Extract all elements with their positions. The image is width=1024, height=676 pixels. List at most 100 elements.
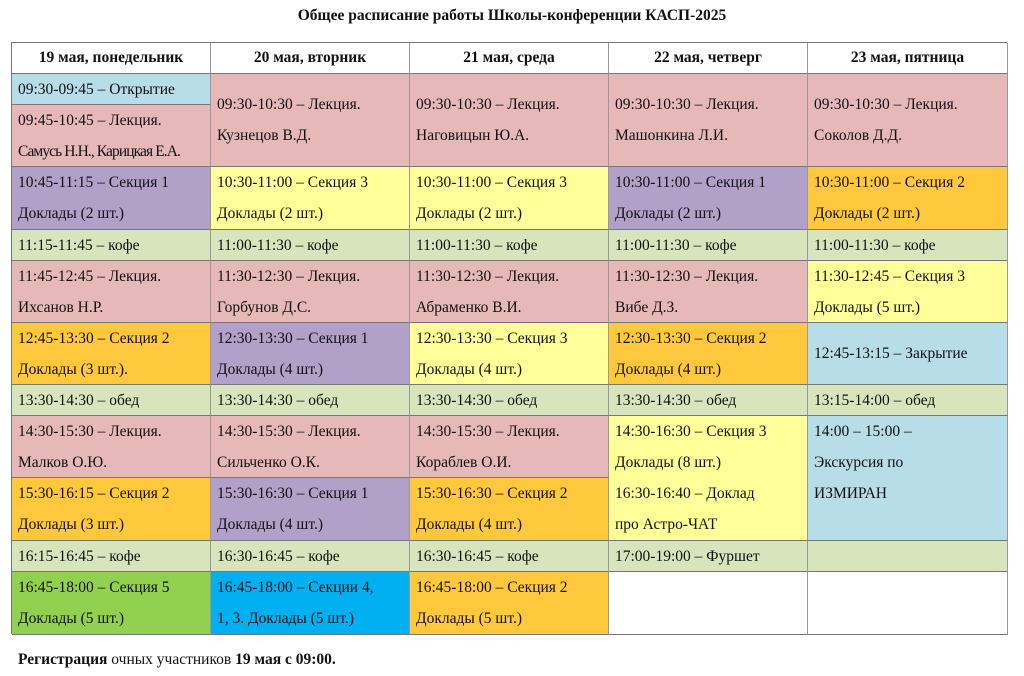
cell-line: про Астро-ЧАТ xyxy=(615,516,718,533)
cell-line: 10:30-11:00 – Секция 3 xyxy=(416,174,567,191)
schedule-cell-lecture: 11:30-12:30 – Лекция. Вибе Д.З. xyxy=(609,261,808,323)
schedule-cell-lecture: 11:30-12:30 – Лекция. Горбунов Д.С. xyxy=(211,261,410,323)
day-header: 19 мая, понедельник xyxy=(12,43,211,74)
cell-line: Доклады (2 шт.) xyxy=(18,205,125,222)
schedule-cell-break: 17:00-19:00 – Фуршет xyxy=(609,541,808,572)
schedule-cell-section1: 15:30-16:30 – Секция 1 Доклады (4 шт.) xyxy=(211,478,410,541)
cell-line: 14:30-15:30 – Лекция. xyxy=(416,422,560,440)
schedule-cell-break: 16:30-16:45 – кофе xyxy=(211,541,410,572)
day-header: 21 мая, среда xyxy=(410,43,609,74)
page-title: Общее расписание работы Школы-конференци… xyxy=(297,7,727,24)
schedule-cell-opening: 09:30-09:45 – Открытие xyxy=(12,74,211,105)
cell-line: Доклады (5 шт.) xyxy=(416,610,523,627)
schedule-cell-section2: 12:45-13:30 – Секция 2 Доклады (3 шт.). xyxy=(12,323,211,385)
cell-line: Доклады (2 шт.) xyxy=(416,205,523,222)
cell-line: 10:30-11:00 – Секция 1 xyxy=(615,174,766,191)
cell-line: 10:30-11:00 – Секция 2 xyxy=(814,174,965,191)
cell-line: 11:00-11:30 – кофе xyxy=(615,236,737,254)
schedule-cell-section2: 15:30-16:15 – Секция 2 Доклады (3 шт.) xyxy=(12,478,211,541)
cell-line: Доклады (5 шт.) xyxy=(18,610,125,627)
schedule-cell-lecture: 09:30-10:30 – Лекция. Соколов Д.Д. xyxy=(808,74,1008,167)
cell-line: Наговицын Ю.А. xyxy=(416,127,530,144)
cell-line: 16:15-16:45 – кофе xyxy=(18,547,141,565)
cell-line: 09:30-10:30 – Лекция. xyxy=(217,96,361,113)
schedule-cell-section2: 16:45-18:00 – Секция 2 Доклады (5 шт.) xyxy=(410,572,609,635)
schedule-cell-break: 13:30-14:30 – обед xyxy=(211,385,410,416)
schedule-cell-section3: 10:30-11:00 – Секция 3 Доклады (2 шт.) xyxy=(211,167,410,230)
cell-line: 14:30-15:30 – Лекция. xyxy=(217,422,361,440)
schedule-cell-section2: 15:30-16:30 – Секция 2 Доклады (4 шт.) xyxy=(410,478,609,541)
registration-note: Регистрация очных участников 19 мая с 09… xyxy=(18,651,336,669)
cell-line: Сильченко О.К. xyxy=(217,453,320,471)
cell-line: Доклады (2 шт.) xyxy=(217,205,324,222)
cell-line: 15:30-16:30 – Секция 2 xyxy=(416,485,568,502)
cell-line: Экскурсия по xyxy=(814,454,904,471)
schedule-cell-lecture: 14:30-15:30 – Лекция. Кораблев О.И. xyxy=(410,416,609,478)
schedule-cell-lecture: 11:45-12:45 – Лекция. Ихсанов Н.Р. xyxy=(12,261,211,323)
schedule-cell-section3: 10:30-11:00 – Секция 3 Доклады (2 шт.) xyxy=(410,167,609,230)
cell-line: 16:45-18:00 – Секция 2 xyxy=(416,579,568,596)
cell-line: 09:45-10:45 – Лекция. xyxy=(18,111,162,129)
schedule-cell-excursion: 14:00 – 15:00 – Экскурсия по ИЗМИРАН xyxy=(808,416,1008,541)
schedule-cell-lecture: 09:30-10:30 – Лекция. Машонкина Л.И. xyxy=(609,74,808,167)
cell-line: 11:15-11:45 – кофе xyxy=(18,236,140,254)
cell-line: 09:30-10:30 – Лекция. xyxy=(615,96,759,113)
schedule-cell-section1: 10:30-11:00 – Секция 1 Доклады (2 шт.) xyxy=(609,167,808,230)
cell-line: Ихсанов Н.Р. xyxy=(18,298,104,316)
cell-line: 10:45-11:15 – Секция 1 xyxy=(18,174,169,191)
day-header: 22 мая, четверг xyxy=(609,43,808,74)
note-bold-date: 19 мая с 09:00. xyxy=(235,651,336,668)
cell-line: Доклады (3 шт.). xyxy=(18,360,128,378)
cell-line: 11:30-12:30 – Лекция. xyxy=(416,267,560,285)
schedule-cell-lecture: 09:45-10:45 – Лекция. Самусь Н.Н., Карицк… xyxy=(12,105,211,167)
cell-line: Машонкина Л.И. xyxy=(615,127,728,144)
schedule-cell-break: 11:00-11:30 – кофе xyxy=(211,230,410,261)
empty-cell xyxy=(808,572,1008,635)
cell-line: Доклады (5 шт.) xyxy=(814,298,921,316)
cell-line: Кораблев О.И. xyxy=(416,453,512,471)
cell-line: 13:30-14:30 – обед xyxy=(615,391,737,409)
cell-line: 13:15-14:00 – обед xyxy=(814,391,936,409)
schedule-cell-break: 11:00-11:30 – кофе xyxy=(609,230,808,261)
cell-line: 17:00-19:00 – Фуршет xyxy=(615,547,760,565)
cell-line: 09:30-09:45 – Открытие xyxy=(18,80,175,98)
schedule-cell-lecture: 14:30-15:30 – Лекция. Малков О.Ю. xyxy=(12,416,211,478)
cell-line: 15:30-16:15 – Секция 2 xyxy=(18,485,170,502)
cell-line: Доклады (4 шт.) xyxy=(615,360,722,378)
schedule-cell-section3: 12:30-13:30 – Секция 3 Доклады (4 шт.) xyxy=(410,323,609,385)
schedule-cell-break: 13:30-14:30 – обед xyxy=(410,385,609,416)
cell-line: 16:30-16:40 – Доклад xyxy=(615,485,755,502)
schedule-table: 19 мая, понедельник 09:30-09:45 – Открыти… xyxy=(11,42,1008,635)
cell-line: 14:30-16:30 – Секция 3 xyxy=(615,423,767,440)
cell-line: ИЗМИРАН xyxy=(814,485,887,502)
cell-line: 16:45-18:00 – Секция 5 xyxy=(18,579,170,596)
schedule-cell-break: 13:30-14:30 – обед xyxy=(12,385,211,416)
cell-line: Вибе Д.З. xyxy=(615,298,679,316)
schedule-cell-sections_mixed: 16:45-18:00 – Секции 4, 1, 3. Доклады (5 … xyxy=(211,572,410,635)
schedule-cell-section1: 12:30-13:30 – Секция 1 Доклады (4 шт.) xyxy=(211,323,410,385)
cell-line: 15:30-16:30 – Секция 1 xyxy=(217,485,369,502)
cell-line: 09:30-10:30 – Лекция. xyxy=(416,96,560,113)
schedule-cell-break: 16:30-16:45 – кофе xyxy=(410,541,609,572)
schedule-cell-section2: 10:30-11:00 – Секция 2 Доклады (2 шт.) xyxy=(808,167,1008,230)
cell-line: 11:00-11:30 – кофе xyxy=(416,236,538,254)
cell-line: 12:30-13:30 – Секция 1 xyxy=(217,329,369,347)
schedule-cell-section2: 12:30-13:30 – Секция 2 Доклады (4 шт.) xyxy=(609,323,808,385)
cell-line: 11:45-12:45 – Лекция. xyxy=(18,267,162,285)
cell-line: Кузнецов В.Д. xyxy=(217,127,312,144)
schedule-cell-lecture: 09:30-10:30 – Лекция. Кузнецов В.Д. xyxy=(211,74,410,167)
cell-line: Доклады (8 шт.) xyxy=(615,454,722,471)
cell-line: Доклады (2 шт.) xyxy=(814,205,921,222)
empty-cell xyxy=(609,572,808,635)
cell-line: 12:45-13:30 – Секция 2 xyxy=(18,329,170,347)
schedule-cell-break: 11:00-11:30 – кофе xyxy=(808,230,1008,261)
cell-line: Абраменко В.И. xyxy=(416,298,522,316)
cell-line: 14:30-15:30 – Лекция. xyxy=(18,422,162,440)
cell-line: 11:00-11:30 – кофе xyxy=(814,236,936,254)
schedule-cell-break: 16:15-16:45 – кофе xyxy=(12,541,211,572)
note-text: очных участников xyxy=(107,651,236,668)
cell-line: 14:00 – 15:00 – xyxy=(814,423,912,440)
schedule-cell-lecture: 11:30-12:30 – Лекция. Абраменко В.И. xyxy=(410,261,609,323)
cell-line: Доклады (4 шт.) xyxy=(416,360,523,378)
cell-line: Доклады (4 шт.) xyxy=(416,516,523,533)
